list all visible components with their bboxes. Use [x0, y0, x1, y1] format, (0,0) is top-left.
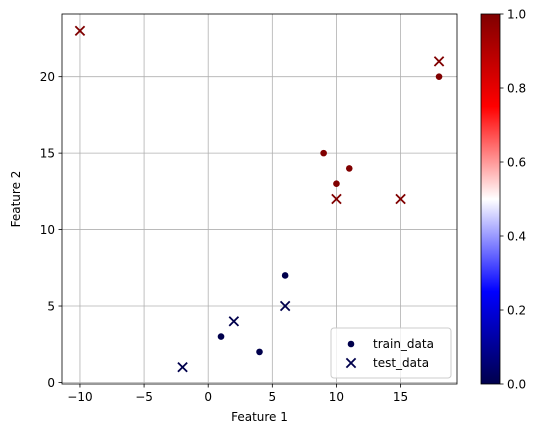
- colorbar-frame: [480, 13, 501, 385]
- colorbar-tick-label: 1.0: [507, 8, 526, 22]
- colorbar-ticks: 0.0 0.2 0.4 0.6 0.8 1.0: [500, 8, 526, 392]
- data-points: [74, 25, 445, 373]
- colorbar-tick-label: 0.4: [507, 230, 526, 244]
- x-tick-label: 15: [393, 390, 408, 404]
- x-axis-ticks: −10 −5 0 5 10 15: [67, 384, 408, 404]
- x-tick-label: −5: [135, 390, 153, 404]
- legend-test-marker: [345, 357, 357, 369]
- test-point: [228, 316, 240, 327]
- y-tick-label: 0: [47, 376, 55, 390]
- plot-area: −10 −5 0 5 10 15 0 5 10 15 20: [40, 13, 458, 404]
- train-point: [333, 180, 340, 188]
- test-point: [279, 300, 291, 312]
- legend-train-marker: [347, 340, 355, 348]
- colorbar-tick-label: 0.2: [507, 304, 526, 318]
- y-axis-ticks: 0 5 10 15 20: [40, 70, 62, 390]
- legend: train_data test_data: [330, 327, 452, 379]
- x-tick-label: 5: [269, 390, 277, 404]
- train-point: [320, 149, 327, 157]
- y-tick-label: 5: [47, 300, 55, 314]
- colorbar-tick-label: 0.6: [507, 156, 526, 170]
- legend-train-label: train_data: [373, 337, 434, 351]
- train-point: [281, 272, 289, 279]
- legend-test-label: test_data: [373, 356, 429, 370]
- colorbar-gradient: [481, 14, 500, 384]
- train-point: [435, 73, 443, 80]
- test-point: [74, 25, 86, 37]
- train-point: [217, 333, 225, 340]
- y-tick-label: 10: [40, 223, 55, 237]
- y-tick-label: 20: [40, 70, 55, 84]
- axes-frame: [61, 13, 458, 385]
- axes-background: [62, 14, 457, 384]
- x-tick-label: 0: [204, 390, 212, 404]
- x-tick-label: −10: [67, 390, 92, 404]
- colorbar: 0.0 0.2 0.4 0.6 0.8 1.0: [480, 8, 526, 392]
- grid-lines: [62, 14, 457, 384]
- test-point: [433, 56, 445, 67]
- colorbar-tick-label: 0.8: [507, 82, 526, 96]
- train-point: [345, 165, 353, 172]
- test-point: [177, 361, 188, 373]
- y-tick-label: 15: [40, 147, 55, 161]
- x-tick-label: 10: [329, 390, 344, 404]
- train-point: [256, 348, 263, 356]
- colorbar-tick-label: 0.0: [507, 378, 526, 392]
- legend-box: [330, 327, 452, 379]
- y-axis-label: Feature 2: [9, 171, 23, 228]
- legend-test-x: [345, 357, 357, 369]
- x-axis-label: Feature 1: [231, 410, 288, 424]
- test-point: [395, 193, 406, 205]
- test-point: [331, 193, 342, 205]
